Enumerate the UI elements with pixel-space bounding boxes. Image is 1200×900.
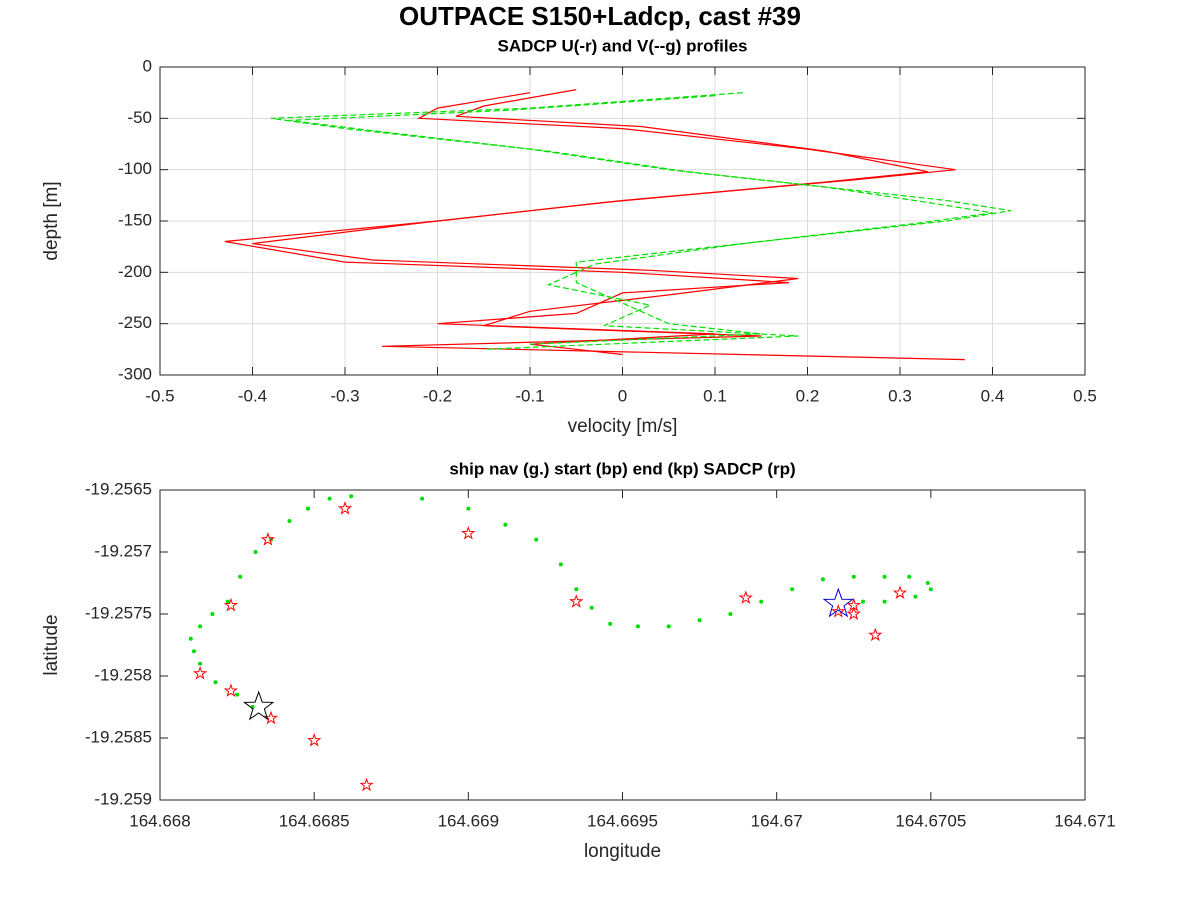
y-tick-label: -200 (118, 262, 152, 281)
nav-point (882, 574, 887, 579)
sadcp-point (192, 665, 208, 680)
y-tick-label: -250 (118, 313, 152, 332)
plot-area (160, 490, 1085, 800)
x-tick-label: -0.3 (330, 386, 359, 405)
endpoint-star (822, 587, 855, 618)
y-tick-label: -19.2565 (85, 479, 152, 498)
x-tick-label: 164.668 (129, 811, 190, 830)
sadcp-point (307, 732, 322, 747)
nav-point (198, 661, 203, 666)
nav-point (191, 649, 196, 654)
sadcp-point (359, 777, 374, 792)
nav-point (225, 599, 230, 604)
nav-point (790, 587, 795, 592)
nav-point (913, 594, 918, 599)
sadcp-point (223, 597, 239, 612)
y-tick-label: -150 (118, 210, 152, 229)
nav-point (238, 574, 243, 579)
nav-point (589, 605, 594, 610)
y-tick-label: -19.2575 (85, 603, 152, 622)
nav-point (574, 587, 579, 592)
sadcp-point (568, 594, 584, 608)
profile-line (270, 92, 1012, 345)
sadcp-point (337, 501, 353, 515)
profile-line (289, 95, 993, 350)
sadcp-point (868, 627, 883, 642)
endpoint-star (242, 690, 275, 721)
nav-point (327, 496, 332, 501)
nav-point (188, 636, 193, 641)
x-tick-label: -0.4 (238, 386, 267, 405)
x-tick-label: 0.3 (888, 386, 912, 405)
nav-point (213, 680, 218, 685)
nav-point (349, 494, 354, 499)
nav-point (759, 599, 764, 604)
nav-point (666, 624, 671, 629)
x-tick-label: 164.669 (438, 811, 499, 830)
sadcp-point (738, 590, 753, 604)
x-tick-label: 0.5 (1073, 386, 1097, 405)
nav-point (287, 519, 292, 523)
nav-point (728, 612, 733, 616)
chart-title: ship nav (g.) start (bp) end (kp) SADCP … (449, 459, 795, 478)
sadcp-point (260, 532, 276, 546)
figure-title: OUTPACE S150+Ladcp, cast #39 (399, 1, 801, 31)
x-tick-label: 0 (618, 386, 627, 405)
y-tick-label: -19.2585 (85, 727, 152, 746)
x-axis-label: velocity [m/s] (568, 416, 678, 437)
y-tick-label: -50 (127, 108, 152, 127)
x-tick-label: 0.1 (703, 386, 727, 405)
x-tick-label: 164.67 (751, 811, 803, 830)
y-tick-label: -19.258 (94, 665, 152, 684)
nav-point (882, 599, 887, 604)
nav-point (558, 562, 563, 567)
profile-line (224, 92, 956, 356)
x-tick-label: 164.6685 (279, 811, 350, 830)
profile-line (252, 89, 965, 361)
axes-box (159, 66, 1086, 376)
x-tick-label: 164.6705 (895, 811, 966, 830)
nav-point (925, 581, 930, 585)
x-tick-label: -0.1 (515, 386, 544, 405)
x-tick-label: 164.6695 (587, 811, 658, 830)
x-tick-label: 0.2 (796, 386, 820, 405)
y-tick-label: -100 (118, 159, 152, 178)
nav-point (907, 574, 912, 579)
nav-point (198, 624, 203, 629)
nav-point (235, 692, 240, 697)
x-tick-label: -0.2 (423, 386, 452, 405)
nav-point (534, 537, 539, 542)
nav-point (210, 612, 215, 616)
nav-point (253, 550, 258, 554)
nav-point (851, 574, 856, 579)
x-axis-label: longitude (584, 841, 661, 862)
nav-point (306, 506, 310, 511)
sadcp-point (846, 606, 862, 621)
axes-box (159, 489, 1086, 801)
x-tick-label: 0.4 (981, 386, 1005, 405)
nav-point (928, 587, 933, 592)
nav-point (635, 624, 640, 629)
nav-point (861, 599, 865, 604)
x-tick-label: 164.671 (1054, 811, 1115, 830)
nav-point (697, 618, 702, 623)
sadcp-point (831, 603, 846, 618)
nav-point (503, 522, 508, 527)
y-tick-label: 0 (143, 56, 152, 75)
sadcp-point (461, 525, 476, 540)
chart-title: SADCP U(-r) and V(--g) profiles (498, 36, 748, 55)
y-tick-label: -300 (118, 364, 152, 383)
nav-point (420, 496, 425, 501)
sadcp-point (892, 585, 908, 600)
sadcp-point (223, 683, 239, 697)
nav-point (466, 506, 471, 511)
y-tick-label: -19.257 (94, 541, 152, 560)
y-tick-label: -19.259 (94, 789, 152, 808)
x-tick-label: -0.5 (145, 386, 174, 405)
nav-point (608, 621, 613, 626)
y-axis-label: depth [m] (41, 181, 62, 260)
y-axis-label: latitude (41, 614, 62, 675)
nav-point (820, 577, 825, 582)
